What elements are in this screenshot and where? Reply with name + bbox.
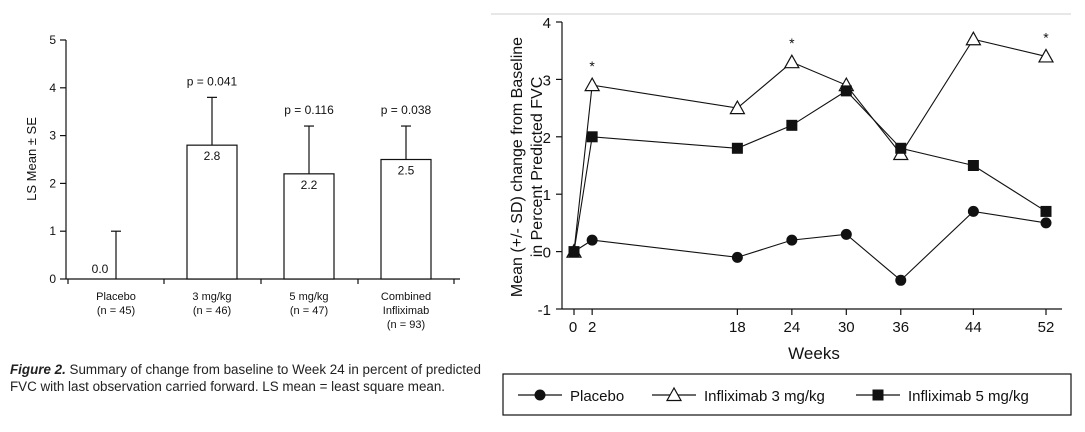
bar-category-label: 5 mg/kg	[289, 291, 328, 303]
line-x-tick-label: 2	[588, 319, 596, 336]
line-y-axis-label-line1: Mean (+/- SD) change from Baseline	[509, 37, 526, 297]
data-point	[1040, 205, 1052, 217]
legend-label: Infliximab 5 mg/kg	[908, 388, 1029, 405]
data-point	[965, 30, 982, 46]
bar-chart: 0 1 2 3 4 5 LS Mean ± SE 0.0 Placebo (n = 45) 2.…	[24, 33, 460, 331]
bar-value-label: 2.2	[301, 178, 318, 192]
p-value-label: p = 0.038	[381, 103, 432, 117]
bar-y-tick-label: 4	[49, 81, 56, 95]
legend-box	[502, 373, 1072, 416]
data-point	[1037, 48, 1055, 63]
legend-marker	[534, 389, 546, 401]
line-x-tick-label: 30	[838, 319, 855, 336]
series-line	[573, 38, 1047, 252]
bar	[186, 144, 238, 280]
bar-y-tick-label: 1	[49, 224, 56, 238]
caption-label: Figure 2.	[10, 362, 66, 377]
bar-category-label: Infliximab	[383, 305, 429, 317]
figure-caption: Figure 2. Summary of change from baselin…	[10, 361, 495, 395]
line-x-tick-label: 24	[784, 319, 801, 336]
bar-y-tick-label: 5	[49, 33, 56, 47]
legend-label: Infliximab 3 mg/kg	[704, 388, 825, 405]
bar-value-label: 0.0	[92, 262, 109, 276]
line-y-tick-label: 2	[543, 130, 551, 147]
bar-y-axis-label: LS Mean ± SE	[24, 117, 39, 201]
bar-y-tick-label: 0	[49, 272, 56, 286]
data-point	[586, 234, 598, 246]
data-point	[840, 85, 852, 97]
data-point	[1040, 217, 1052, 229]
line-y-axis-label-line2: in Percent Predicted FVC	[529, 77, 546, 258]
bar-category-label: Placebo	[96, 291, 136, 303]
legend-marker	[872, 389, 884, 401]
data-point	[568, 246, 580, 258]
line-y-tick-label: -1	[538, 302, 551, 319]
bar-y-tick-label: 3	[49, 129, 56, 143]
data-point	[967, 160, 979, 171]
caption-text: Summary of change from baseline to Week …	[10, 362, 481, 394]
bar-category-label: 3 mg/kg	[192, 291, 231, 303]
significance-marker: *	[589, 58, 595, 74]
significance-marker: *	[1043, 29, 1049, 45]
data-point	[586, 131, 598, 143]
data-point	[584, 76, 601, 92]
data-point	[895, 274, 907, 286]
data-point	[895, 142, 907, 154]
line-y-tick-label: 0	[543, 245, 551, 262]
data-point	[967, 205, 979, 217]
data-point	[731, 251, 743, 263]
legend-label: Placebo	[570, 388, 624, 405]
data-point	[783, 53, 800, 69]
line-x-tick-label: 52	[1038, 319, 1055, 336]
bar-value-label: 2.5	[398, 164, 415, 178]
bar-category-label: (n = 46)	[193, 305, 231, 317]
bar-y-tick-label: 2	[49, 176, 56, 190]
bar-category-label: (n = 93)	[387, 319, 425, 331]
data-point	[731, 142, 743, 154]
p-value-label: p = 0.041	[187, 74, 238, 88]
line-y-tick-label: 3	[543, 72, 551, 89]
data-point	[729, 99, 746, 115]
p-value-label: p = 0.116	[284, 103, 334, 117]
line-x-tick-label: 18	[729, 319, 746, 336]
bar-category-label: (n = 47)	[290, 305, 328, 317]
line-x-axis-label: Weeks	[788, 344, 840, 363]
bar	[380, 158, 432, 280]
legend: Placebo Infliximab 3 mg/kg Infliximab 5 mg…	[502, 373, 1072, 416]
bar-value-label: 2.8	[204, 149, 221, 163]
series-line	[573, 90, 1047, 252]
line-y-tick-label: 1	[543, 187, 551, 204]
legend-marker	[665, 386, 683, 402]
series-line	[573, 210, 1047, 282]
significance-marker: *	[789, 35, 795, 51]
data-point	[786, 119, 798, 131]
line-x-tick-label: 0	[569, 319, 577, 336]
line-x-tick-label: 44	[965, 319, 982, 336]
bar	[283, 173, 335, 280]
bar-category-label: Combined	[381, 291, 431, 303]
data-point	[786, 234, 798, 246]
bar-category-label: (n = 45)	[97, 305, 135, 317]
data-point	[840, 228, 852, 240]
line-x-tick-label: 36	[892, 319, 909, 336]
line-y-tick-label: 4	[543, 15, 551, 32]
